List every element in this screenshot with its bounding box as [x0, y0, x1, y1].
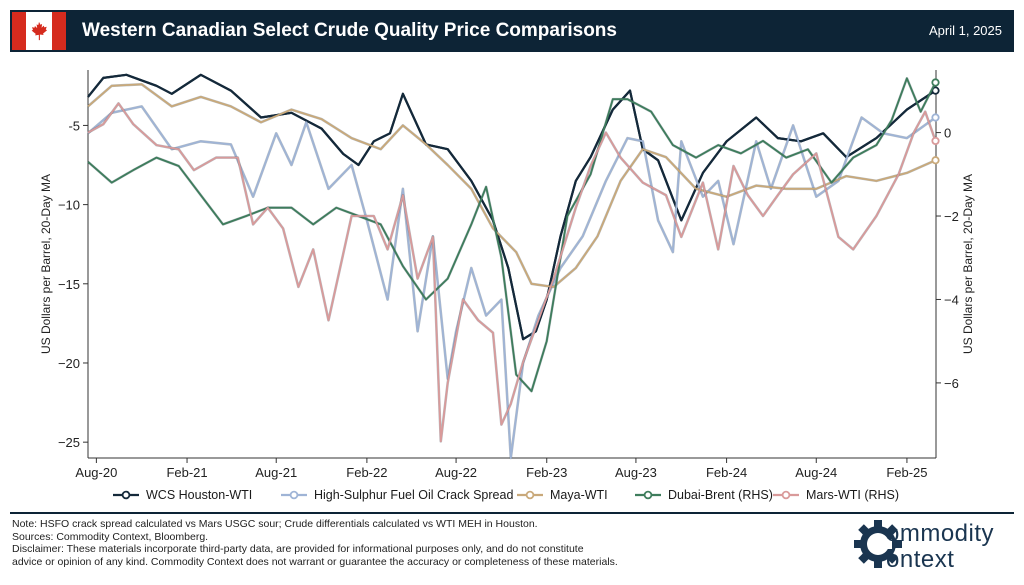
- legend-item: WCS Houston-WTI: [112, 484, 252, 506]
- legend-swatch-icon: [773, 490, 799, 500]
- left-tick-label: −15: [58, 277, 80, 292]
- legend-item: High-Sulphur Fuel Oil Crack Spread: [280, 484, 513, 506]
- legend-label: Dubai-Brent (RHS): [668, 488, 773, 502]
- footer-divider: [10, 512, 1014, 514]
- right-tick-label: −6: [944, 376, 959, 391]
- disclaimer-line: Disclaimer: These materials incorporate …: [12, 543, 584, 556]
- right-tick-label: 0: [944, 126, 951, 141]
- x-tick-label: Aug-24: [795, 465, 837, 480]
- x-tick-label: Feb-23: [526, 465, 567, 480]
- legend-swatch-icon: [113, 490, 139, 500]
- page-title: Western Canadian Select Crude Quality Pr…: [82, 20, 617, 41]
- x-tick-label: Aug-20: [75, 465, 117, 480]
- series-line-1: [87, 105, 937, 459]
- legend-item: Maya-WTI: [516, 484, 608, 506]
- logo-word-1: ommodity: [886, 520, 995, 547]
- right-tick-label: −4: [944, 292, 959, 307]
- series-line-4: [87, 102, 937, 443]
- header-bar: Western Canadian Select Crude Quality Pr…: [10, 10, 1014, 52]
- commodity-context-logo: ommodity ontext: [852, 516, 1012, 576]
- right-tick-label: −2: [944, 209, 959, 224]
- gear-c-icon: [854, 520, 902, 568]
- series-line-2: [87, 83, 936, 288]
- left-tick-label: −25: [58, 435, 80, 450]
- chart-legend: WCS Houston-WTI High-Sulphur Fuel Oil Cra…: [0, 484, 1024, 506]
- series-end-marker-3: [931, 78, 940, 87]
- series-end-marker-1: [931, 113, 940, 122]
- series-end-marker-4: [931, 136, 940, 146]
- footnotes: Note: HSFO crack spread calculated vs Ma…: [12, 518, 652, 568]
- series-outline-4: [87, 102, 937, 443]
- legend-label: High-Sulphur Fuel Oil Crack Spread: [314, 488, 514, 502]
- legend-label: WCS Houston-WTI: [146, 488, 253, 502]
- x-tick-label: Feb-21: [166, 465, 207, 480]
- sources-line: Sources: Commodity Context, Bloomberg.: [12, 530, 209, 543]
- left-tick-label: -5: [68, 118, 80, 133]
- x-tick-label: Aug-22: [435, 465, 477, 480]
- x-tick-label: Aug-21: [255, 465, 297, 480]
- legend-swatch-icon: [635, 490, 661, 500]
- canada-flag-icon: [12, 12, 66, 50]
- report-date: April 1, 2025: [929, 23, 1002, 38]
- left-axis-label: US Dollars per Barrel, 20-Day MA: [39, 174, 53, 354]
- legend-swatch-icon: [517, 490, 543, 500]
- line-chart: -5 −10 −15 −20 −25 0 −2 −4 −6 Aug-20 Feb-21 Aug-21 F…: [39, 70, 975, 480]
- series-end-marker-2: [931, 156, 940, 165]
- legend-item: Mars-WTI (RHS): [772, 484, 899, 506]
- x-tick-label: Feb-25: [886, 465, 927, 480]
- legend-item: Dubai-Brent (RHS): [634, 484, 773, 506]
- x-tick-label: Aug-23: [615, 465, 657, 480]
- x-tick-label: Feb-24: [706, 465, 747, 480]
- note-line: Note: HSFO crack spread calculated vs Ma…: [12, 518, 538, 530]
- legend-label: Mars-WTI (RHS): [806, 488, 900, 502]
- left-tick-label: −10: [58, 198, 80, 213]
- logo-word-2: ontext: [886, 546, 955, 573]
- series-line-0: [87, 73, 937, 341]
- x-tick-label: Feb-22: [346, 465, 387, 480]
- series-outline-0: [87, 73, 937, 341]
- left-tick-label: −20: [58, 356, 80, 371]
- disclaimer-line-2: advice or opinion of any kind. Commodity…: [12, 555, 618, 568]
- legend-swatch-icon: [281, 490, 307, 500]
- series-line-3: [87, 77, 937, 393]
- legend-label: Maya-WTI: [550, 488, 608, 502]
- series-outline-2: [87, 82, 937, 289]
- right-axis-label: US Dollars per Barrel, 20-Day MA: [961, 174, 975, 354]
